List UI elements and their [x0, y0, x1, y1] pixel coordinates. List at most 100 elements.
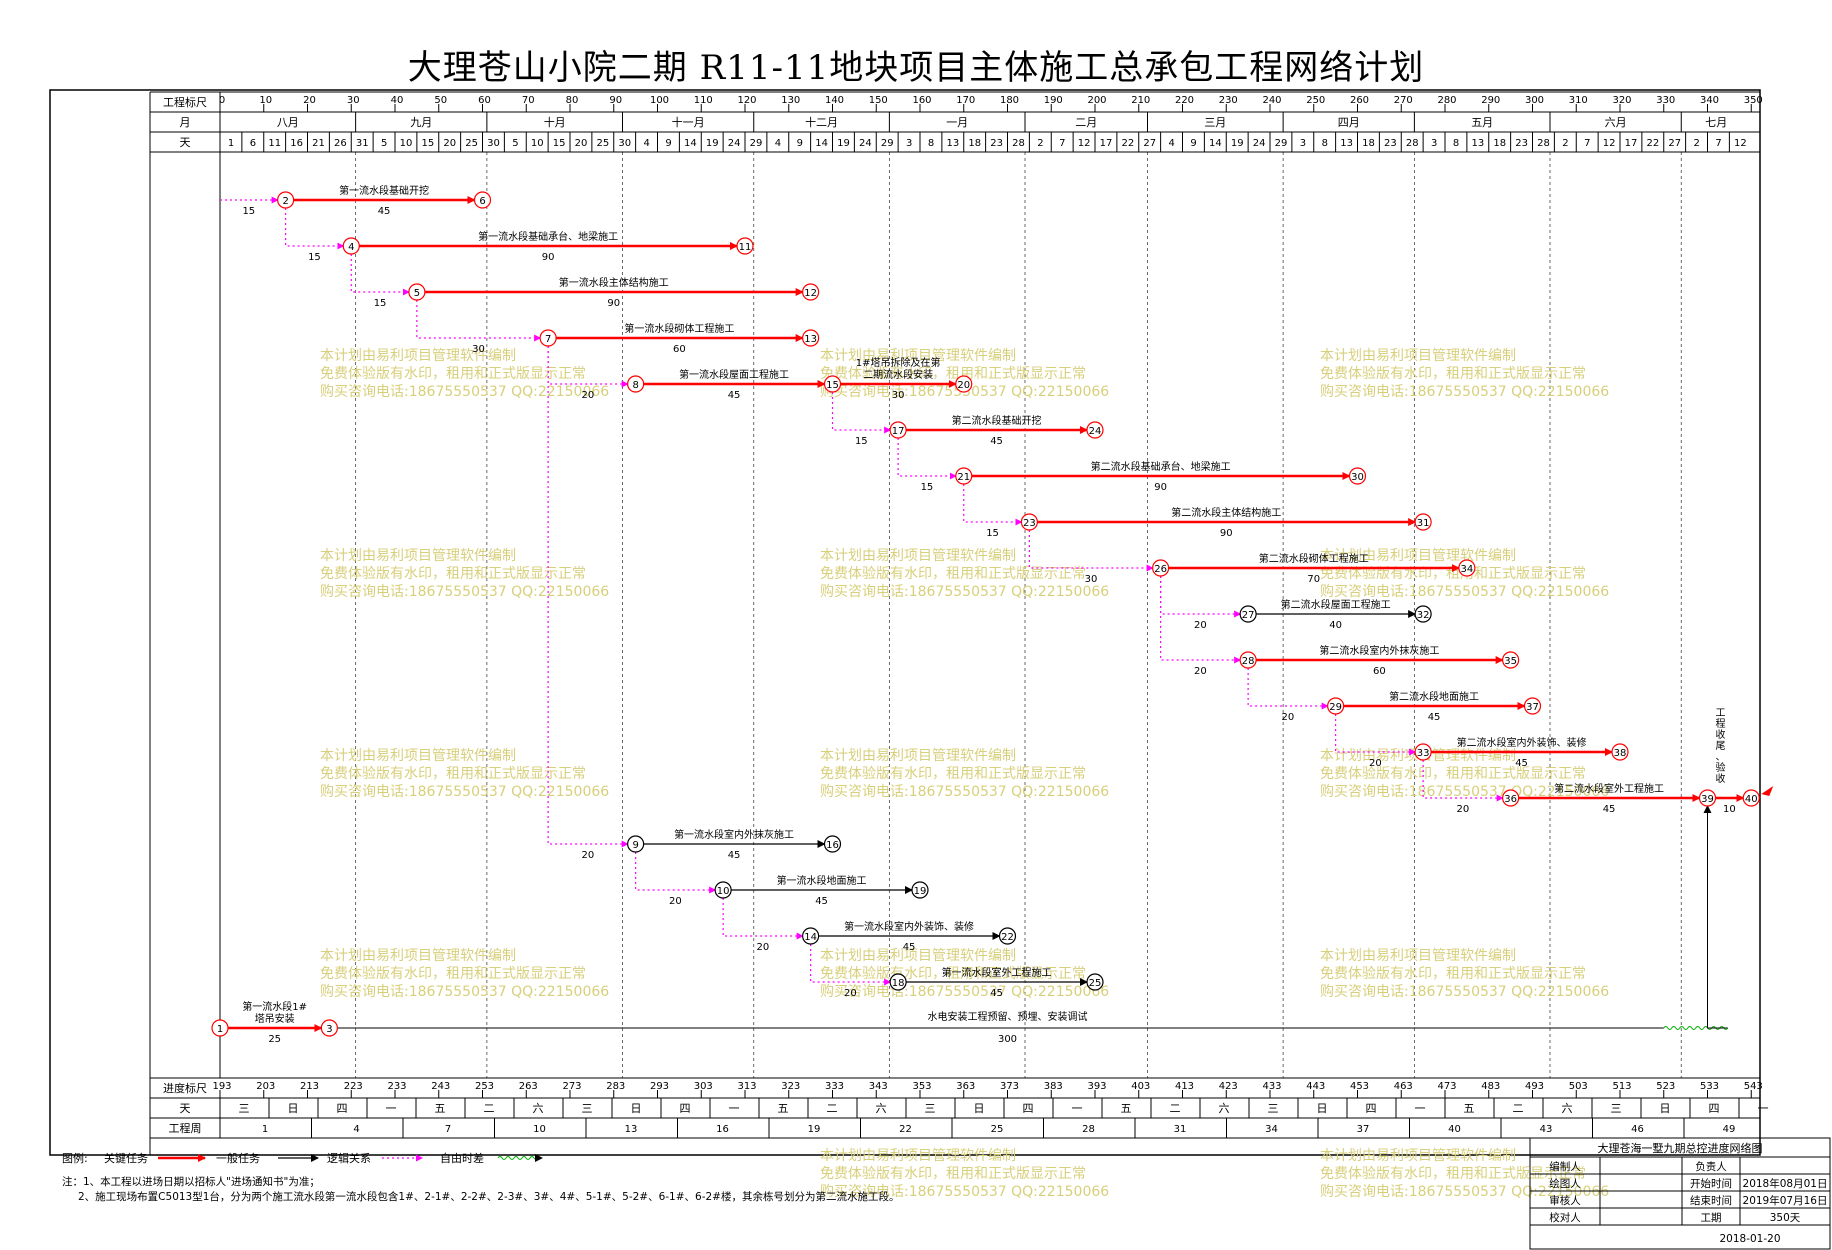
node-number: 39 — [1701, 794, 1714, 805]
node-number: 9 — [632, 840, 638, 851]
activity-name: 第二流水段室内外装饰、装修 — [1457, 736, 1587, 749]
node-number: 19 — [914, 886, 927, 897]
progress-tick-label: 363 — [956, 1081, 975, 1092]
header-label: 工程标尺 — [163, 95, 207, 109]
node-number: 18 — [892, 978, 905, 989]
scale-tick-label: 180 — [1000, 95, 1019, 106]
progress-tick-label: 343 — [869, 1081, 888, 1092]
progress-tick-label: 213 — [300, 1081, 319, 1092]
lag-link — [722, 898, 804, 940]
progress-tick-label: 293 — [650, 1081, 669, 1092]
day-label: 7 — [1059, 138, 1065, 149]
note-line: 注：1、本工程以进场日期以招标人"进场通知书"为准； — [62, 1175, 320, 1188]
day-label: 26 — [334, 138, 347, 149]
event-node: 9 — [627, 835, 645, 853]
day-label: 12 — [1603, 138, 1616, 149]
lag-link — [1028, 530, 1154, 572]
node-number: 38 — [1614, 748, 1627, 759]
scale-tick-label: 210 — [1131, 95, 1150, 106]
lag-link — [1247, 668, 1329, 710]
event-node: 16 — [823, 835, 842, 853]
progress-tick-label: 393 — [1087, 1081, 1106, 1092]
day-label: 19 — [1231, 138, 1244, 149]
time-grid — [219, 152, 1761, 1155]
node-circle — [1523, 697, 1542, 715]
watermark-text: 免费体验版有水印，租用和正式版显示正常 — [1320, 766, 1586, 782]
titleblock-label: 校对人 — [1549, 1211, 1581, 1224]
activity-18-25: 第一流水段室外工程施工 45 — [906, 966, 1088, 999]
node-number: 8 — [632, 380, 638, 391]
day-label: 7 — [1715, 138, 1721, 149]
node-number: 5 — [414, 288, 420, 299]
activity-name: 水电安装工程预留、预埋、安装调试 — [928, 1010, 1088, 1023]
activity-36-39: 第二流水段室外工程施工 45 — [1518, 782, 1701, 815]
titleblock-label: 审核人 — [1549, 1194, 1581, 1207]
activity-26-34: 第二流水段砌体工程施工 70 — [1168, 552, 1460, 585]
day-label: 24 — [728, 138, 741, 149]
day-label: 2 — [1693, 138, 1699, 149]
scale-tick-label: 70 — [522, 95, 535, 106]
activity-27-32: 第二流水段屋面工程施工 40 — [1256, 598, 1417, 631]
progress-tick-label: 503 — [1569, 1081, 1588, 1092]
lag-link — [285, 208, 345, 250]
weekday-label: 六 — [533, 1102, 544, 1115]
node-circle — [1086, 973, 1104, 991]
day-label: 19 — [837, 138, 850, 149]
activity-duration: 45 — [1428, 712, 1441, 723]
activity-duration: 90 — [1154, 482, 1167, 493]
event-node: 23 — [1020, 513, 1038, 531]
scale-tick-label: 20 — [303, 95, 316, 106]
watermark-text: 本计划由易利项目管理软件编制 — [820, 1148, 1016, 1164]
watermark-text: 购买咨询电话:18675550537 QQ:22150066 — [1320, 1184, 1609, 1200]
weekday-label: 日 — [631, 1102, 642, 1115]
lag-label: 20 — [844, 988, 857, 999]
activity-1-3: 第一流水段1#塔吊安装 25 — [228, 1000, 323, 1045]
footer-label: 天 — [180, 1102, 191, 1115]
header-label: 天 — [180, 136, 191, 149]
watermark-text: 购买咨询电话:18675550537 QQ:22150066 — [1320, 584, 1609, 600]
activity-name: 第一流水段基础开挖 — [339, 184, 429, 197]
event-node: 18 — [889, 973, 907, 991]
event-node: 14 — [802, 927, 820, 945]
activity-name: 第一流水段砌体工程施工 — [624, 322, 734, 335]
scale-tick-label: 10 — [259, 95, 272, 106]
weekday-label: 一 — [386, 1102, 397, 1115]
node-number: 36 — [1504, 794, 1517, 805]
watermark-text: 免费体验版有水印，租用和正式版显示正常 — [820, 366, 1086, 382]
lag-label: 15 — [986, 528, 999, 539]
day-label: 8 — [1453, 138, 1459, 149]
month-label: 八月 — [277, 116, 299, 129]
lag-link — [831, 392, 892, 434]
day-label: 9 — [1190, 138, 1196, 149]
node-number: 17 — [892, 426, 905, 437]
watermark-text: 免费体验版有水印，租用和正式版显示正常 — [1320, 566, 1586, 582]
event-node: 33 — [1414, 743, 1432, 761]
event-node: 19 — [911, 881, 929, 899]
watermark-text: 免费体验版有水印，租用和正式版显示正常 — [320, 366, 586, 382]
month-label: 十一月 — [672, 115, 705, 129]
day-label: 9 — [665, 138, 671, 149]
day-label: 3 — [1300, 138, 1306, 149]
node-circle — [1414, 743, 1432, 761]
node-circle — [802, 329, 820, 347]
legend-logic-label: 逻辑关系 — [327, 1151, 371, 1165]
weekday-label: 四 — [1366, 1102, 1377, 1115]
lag-link — [1160, 576, 1242, 664]
node-circle — [823, 835, 842, 853]
node-number: 1 — [217, 1024, 223, 1035]
activity-duration: 45 — [990, 988, 1003, 999]
node-circle — [408, 283, 426, 301]
event-node: 37 — [1523, 697, 1542, 715]
weekday-label: 六 — [1219, 1102, 1230, 1115]
event-node: 13 — [802, 329, 820, 347]
node-circle — [1239, 651, 1257, 669]
titleblock-label: 绘图人 — [1549, 1177, 1581, 1190]
event-node: 3 — [320, 1019, 338, 1037]
progress-tick-label: 313 — [737, 1081, 756, 1092]
event-node: 34 — [1458, 559, 1476, 577]
day-label: 15 — [553, 138, 566, 149]
weekday-label: 四 — [680, 1102, 691, 1115]
day-label: 23 — [1384, 138, 1397, 149]
day-label: 1 — [228, 138, 234, 149]
